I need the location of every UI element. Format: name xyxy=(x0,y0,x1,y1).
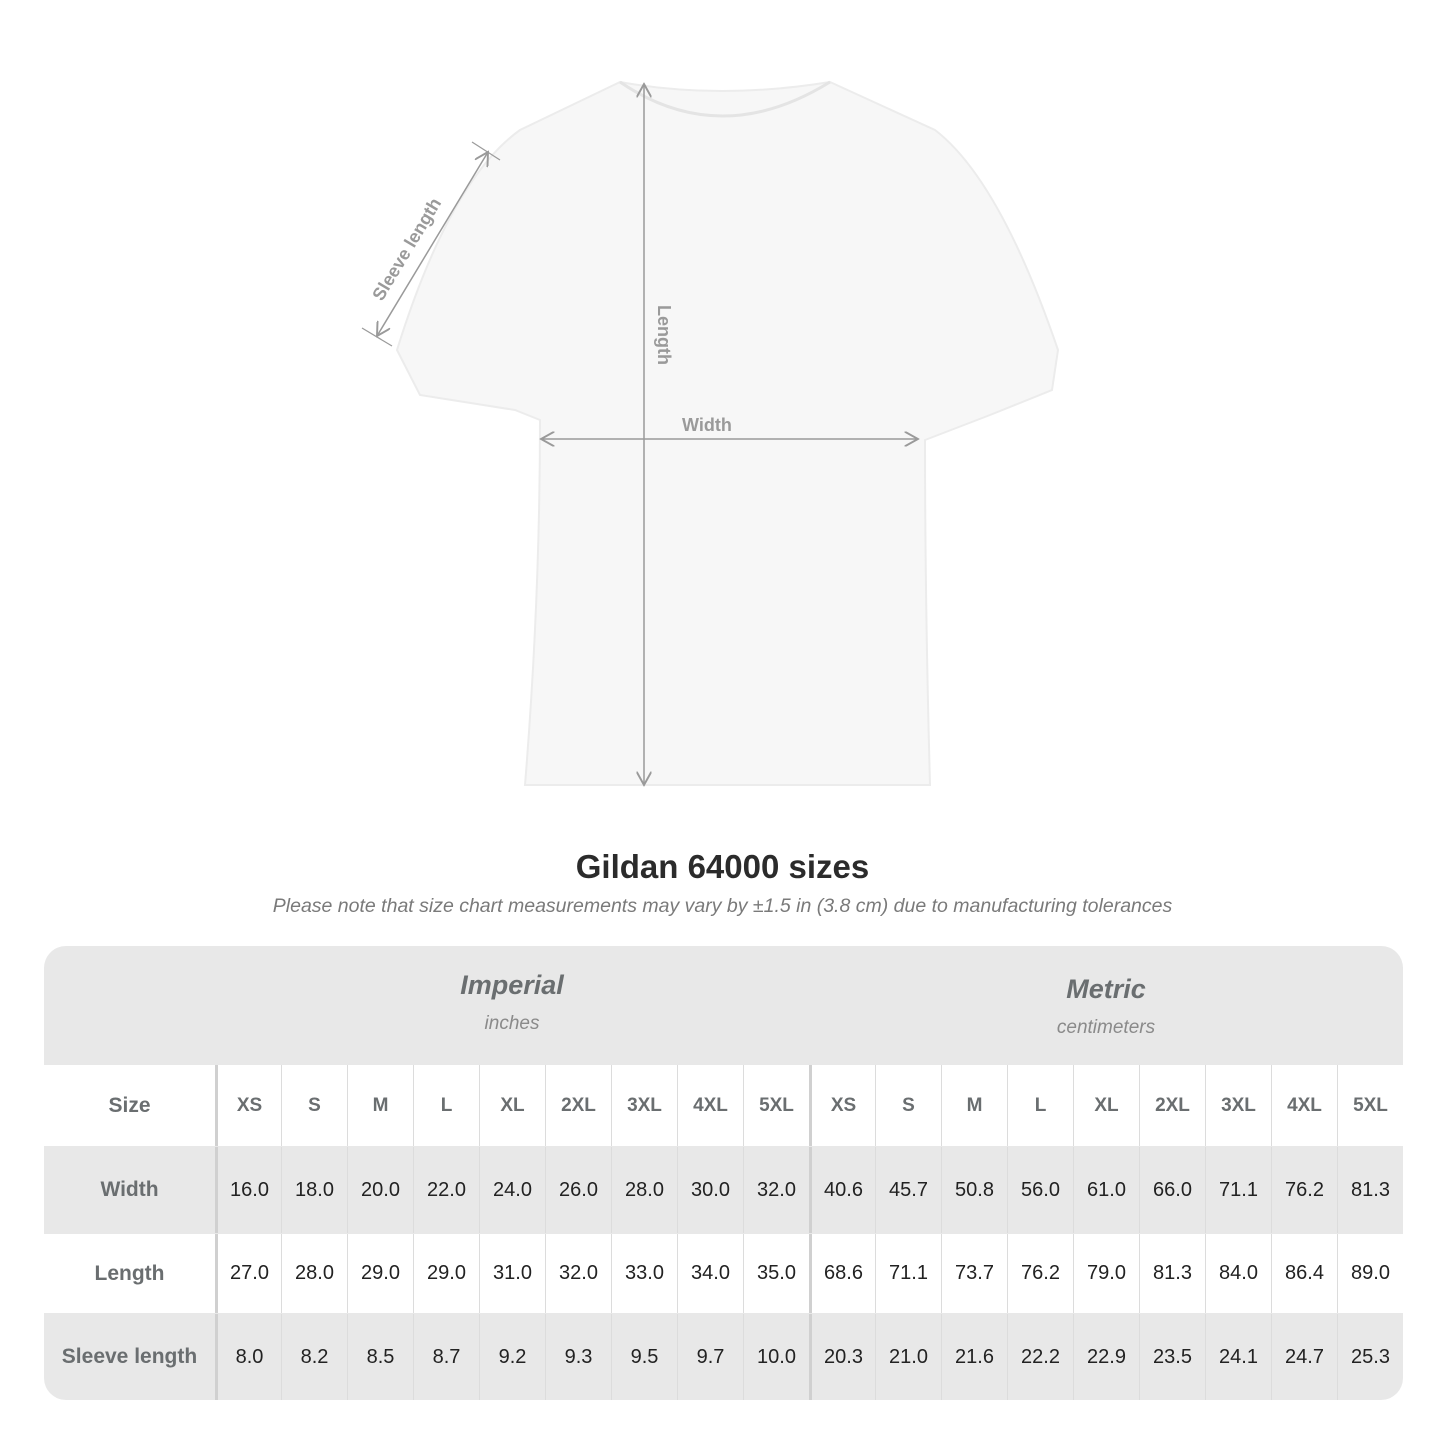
table-cell: 32.0 xyxy=(743,1147,809,1233)
table-cell: 34.0 xyxy=(677,1234,743,1313)
table-cell: 79.0 xyxy=(1073,1234,1139,1313)
table-cell: 32.0 xyxy=(545,1234,611,1313)
table-cell: 84.0 xyxy=(1205,1234,1271,1313)
table-cell: 25.3 xyxy=(1337,1314,1403,1400)
size-header-cell: XS xyxy=(215,1065,281,1146)
size-header-row: Size XS S M L XL 2XL 3XL 4XL 5XL XS S M L XL 2XL 3XL 4XL 5… xyxy=(44,1065,1403,1146)
table-cell: 8.7 xyxy=(413,1314,479,1400)
table-cell: 81.3 xyxy=(1139,1234,1205,1313)
table-cell: 20.3 xyxy=(809,1314,875,1400)
metric-title: Metric xyxy=(1066,974,1146,1004)
row-label: Sleeve length xyxy=(61,1345,198,1368)
tshirt-diagram: Sleeve length Length Width xyxy=(361,80,1060,800)
width-label: Width xyxy=(682,415,732,435)
row-label: Size xyxy=(108,1093,151,1117)
size-header-cell: 4XL xyxy=(677,1065,743,1146)
table-cell: 28.0 xyxy=(281,1234,347,1313)
table-cell: 86.4 xyxy=(1271,1234,1337,1313)
table-cell: 76.2 xyxy=(1007,1234,1073,1313)
table-cell: 28.0 xyxy=(611,1147,677,1233)
size-header-cell: M xyxy=(941,1065,1007,1146)
table-cell: 8.2 xyxy=(281,1314,347,1400)
table-cell: 81.3 xyxy=(1337,1147,1403,1233)
table-cell: 71.1 xyxy=(1205,1147,1271,1233)
table-cell: 23.5 xyxy=(1139,1314,1205,1400)
table-row: Sleeve length 8.0 8.2 8.5 8.7 9.2 9.3 9.5 9.7 10.… xyxy=(44,1314,1403,1400)
table-cell: 20.0 xyxy=(347,1147,413,1233)
table-cell: 9.3 xyxy=(545,1314,611,1400)
size-header-cell: 2XL xyxy=(545,1065,611,1146)
size-header-cell: L xyxy=(1007,1065,1073,1146)
size-header-cell: 5XL xyxy=(1337,1065,1403,1146)
table-cell: 29.0 xyxy=(347,1234,413,1313)
imperial-unit: inches xyxy=(484,1013,540,1034)
size-header-cell: XS xyxy=(809,1065,875,1146)
table-cell: 31.0 xyxy=(479,1234,545,1313)
table-cell: 29.0 xyxy=(413,1234,479,1313)
metric-unit: centimeters xyxy=(1056,1017,1156,1038)
size-header-cell: L xyxy=(413,1065,479,1146)
size-header-cell: 3XL xyxy=(611,1065,677,1146)
table-row: Width 16.0 18.0 20.0 22.0 24.0 26.0 28.0 30.0 32.… xyxy=(44,1147,1403,1233)
table-cell: 73.7 xyxy=(941,1234,1007,1313)
size-header-cell: 3XL xyxy=(1205,1065,1271,1146)
table-row: Length 27.0 28.0 29.0 29.0 31.0 32.0 33.0 34.0 35… xyxy=(44,1234,1403,1313)
length-label: Length xyxy=(654,305,674,365)
imperial-title: Imperial xyxy=(460,970,564,1000)
size-header-cell: S xyxy=(281,1065,347,1146)
size-header-cell: M xyxy=(347,1065,413,1146)
table-cell: 56.0 xyxy=(1007,1147,1073,1233)
row-label: Width xyxy=(100,1178,159,1201)
table-cell: 9.2 xyxy=(479,1314,545,1400)
size-header-cell: XL xyxy=(1073,1065,1139,1146)
table-cell: 35.0 xyxy=(743,1234,809,1313)
size-header-cell: 5XL xyxy=(743,1065,809,1146)
table-cell: 66.0 xyxy=(1139,1147,1205,1233)
imperial-header: Imperial inches xyxy=(215,946,809,1088)
table-cell: 10.0 xyxy=(743,1314,809,1400)
table-cell: 71.1 xyxy=(875,1234,941,1313)
table-cell: 9.7 xyxy=(677,1314,743,1400)
table-cell: 30.0 xyxy=(677,1147,743,1233)
table-cell: 22.9 xyxy=(1073,1314,1139,1400)
table-cell: 76.2 xyxy=(1271,1147,1337,1233)
table-cell: 16.0 xyxy=(215,1147,281,1233)
table-cell: 33.0 xyxy=(611,1234,677,1313)
table-cell: 50.8 xyxy=(941,1147,1007,1233)
size-table: Imperial inches Metric centimeters Size X… xyxy=(44,946,1403,1400)
table-cell: 26.0 xyxy=(545,1147,611,1233)
table-cell: 18.0 xyxy=(281,1147,347,1233)
table-cell: 24.1 xyxy=(1205,1314,1271,1400)
table-cell: 68.6 xyxy=(809,1234,875,1313)
table-cell: 45.7 xyxy=(875,1147,941,1233)
table-cell: 22.2 xyxy=(1007,1314,1073,1400)
table-cell: 40.6 xyxy=(809,1147,875,1233)
table-cell: 21.0 xyxy=(875,1314,941,1400)
table-cell: 8.0 xyxy=(215,1314,281,1400)
table-cell: 24.7 xyxy=(1271,1314,1337,1400)
sleeve-arrow xyxy=(377,152,488,336)
table-cell: 22.0 xyxy=(413,1147,479,1233)
size-header-cell: XL xyxy=(479,1065,545,1146)
table-cell: 21.6 xyxy=(941,1314,1007,1400)
table-cell: 9.5 xyxy=(611,1314,677,1400)
table-cell: 89.0 xyxy=(1337,1234,1403,1313)
size-header-cell: 4XL xyxy=(1271,1065,1337,1146)
size-header-cell: S xyxy=(875,1065,941,1146)
table-cell: 27.0 xyxy=(215,1234,281,1313)
tolerance-note: Please note that size chart measurements… xyxy=(272,895,1173,917)
table-cell: 24.0 xyxy=(479,1147,545,1233)
table-cell: 61.0 xyxy=(1073,1147,1139,1233)
row-label: Length xyxy=(94,1261,165,1285)
metric-header: Metric centimeters xyxy=(809,946,1403,1092)
page-title: Gildan 64000 sizes xyxy=(575,848,870,885)
size-header-cell: 2XL xyxy=(1139,1065,1205,1146)
table-cell: 8.5 xyxy=(347,1314,413,1400)
